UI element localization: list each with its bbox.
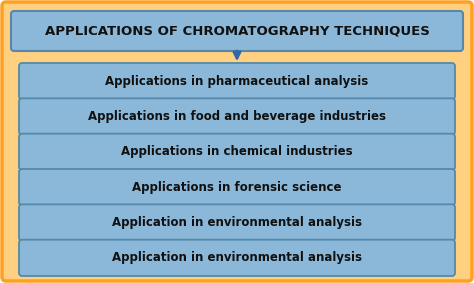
Text: Applications in pharmaceutical analysis: Applications in pharmaceutical analysis	[105, 75, 369, 88]
Text: Applications in chemical industries: Applications in chemical industries	[121, 145, 353, 158]
Text: Applications in forensic science: Applications in forensic science	[132, 181, 342, 194]
Text: Application in environmental analysis: Application in environmental analysis	[112, 216, 362, 229]
FancyBboxPatch shape	[19, 169, 455, 205]
FancyBboxPatch shape	[2, 2, 472, 281]
FancyBboxPatch shape	[19, 204, 455, 241]
Text: Application in environmental analysis: Application in environmental analysis	[112, 251, 362, 264]
FancyBboxPatch shape	[19, 63, 455, 99]
FancyBboxPatch shape	[11, 11, 463, 51]
FancyBboxPatch shape	[19, 240, 455, 276]
Text: Applications in food and beverage industries: Applications in food and beverage indust…	[88, 110, 386, 123]
Text: APPLICATIONS OF CHROMATOGRAPHY TECHNIQUES: APPLICATIONS OF CHROMATOGRAPHY TECHNIQUE…	[45, 25, 429, 38]
FancyBboxPatch shape	[19, 134, 455, 170]
FancyBboxPatch shape	[19, 98, 455, 135]
